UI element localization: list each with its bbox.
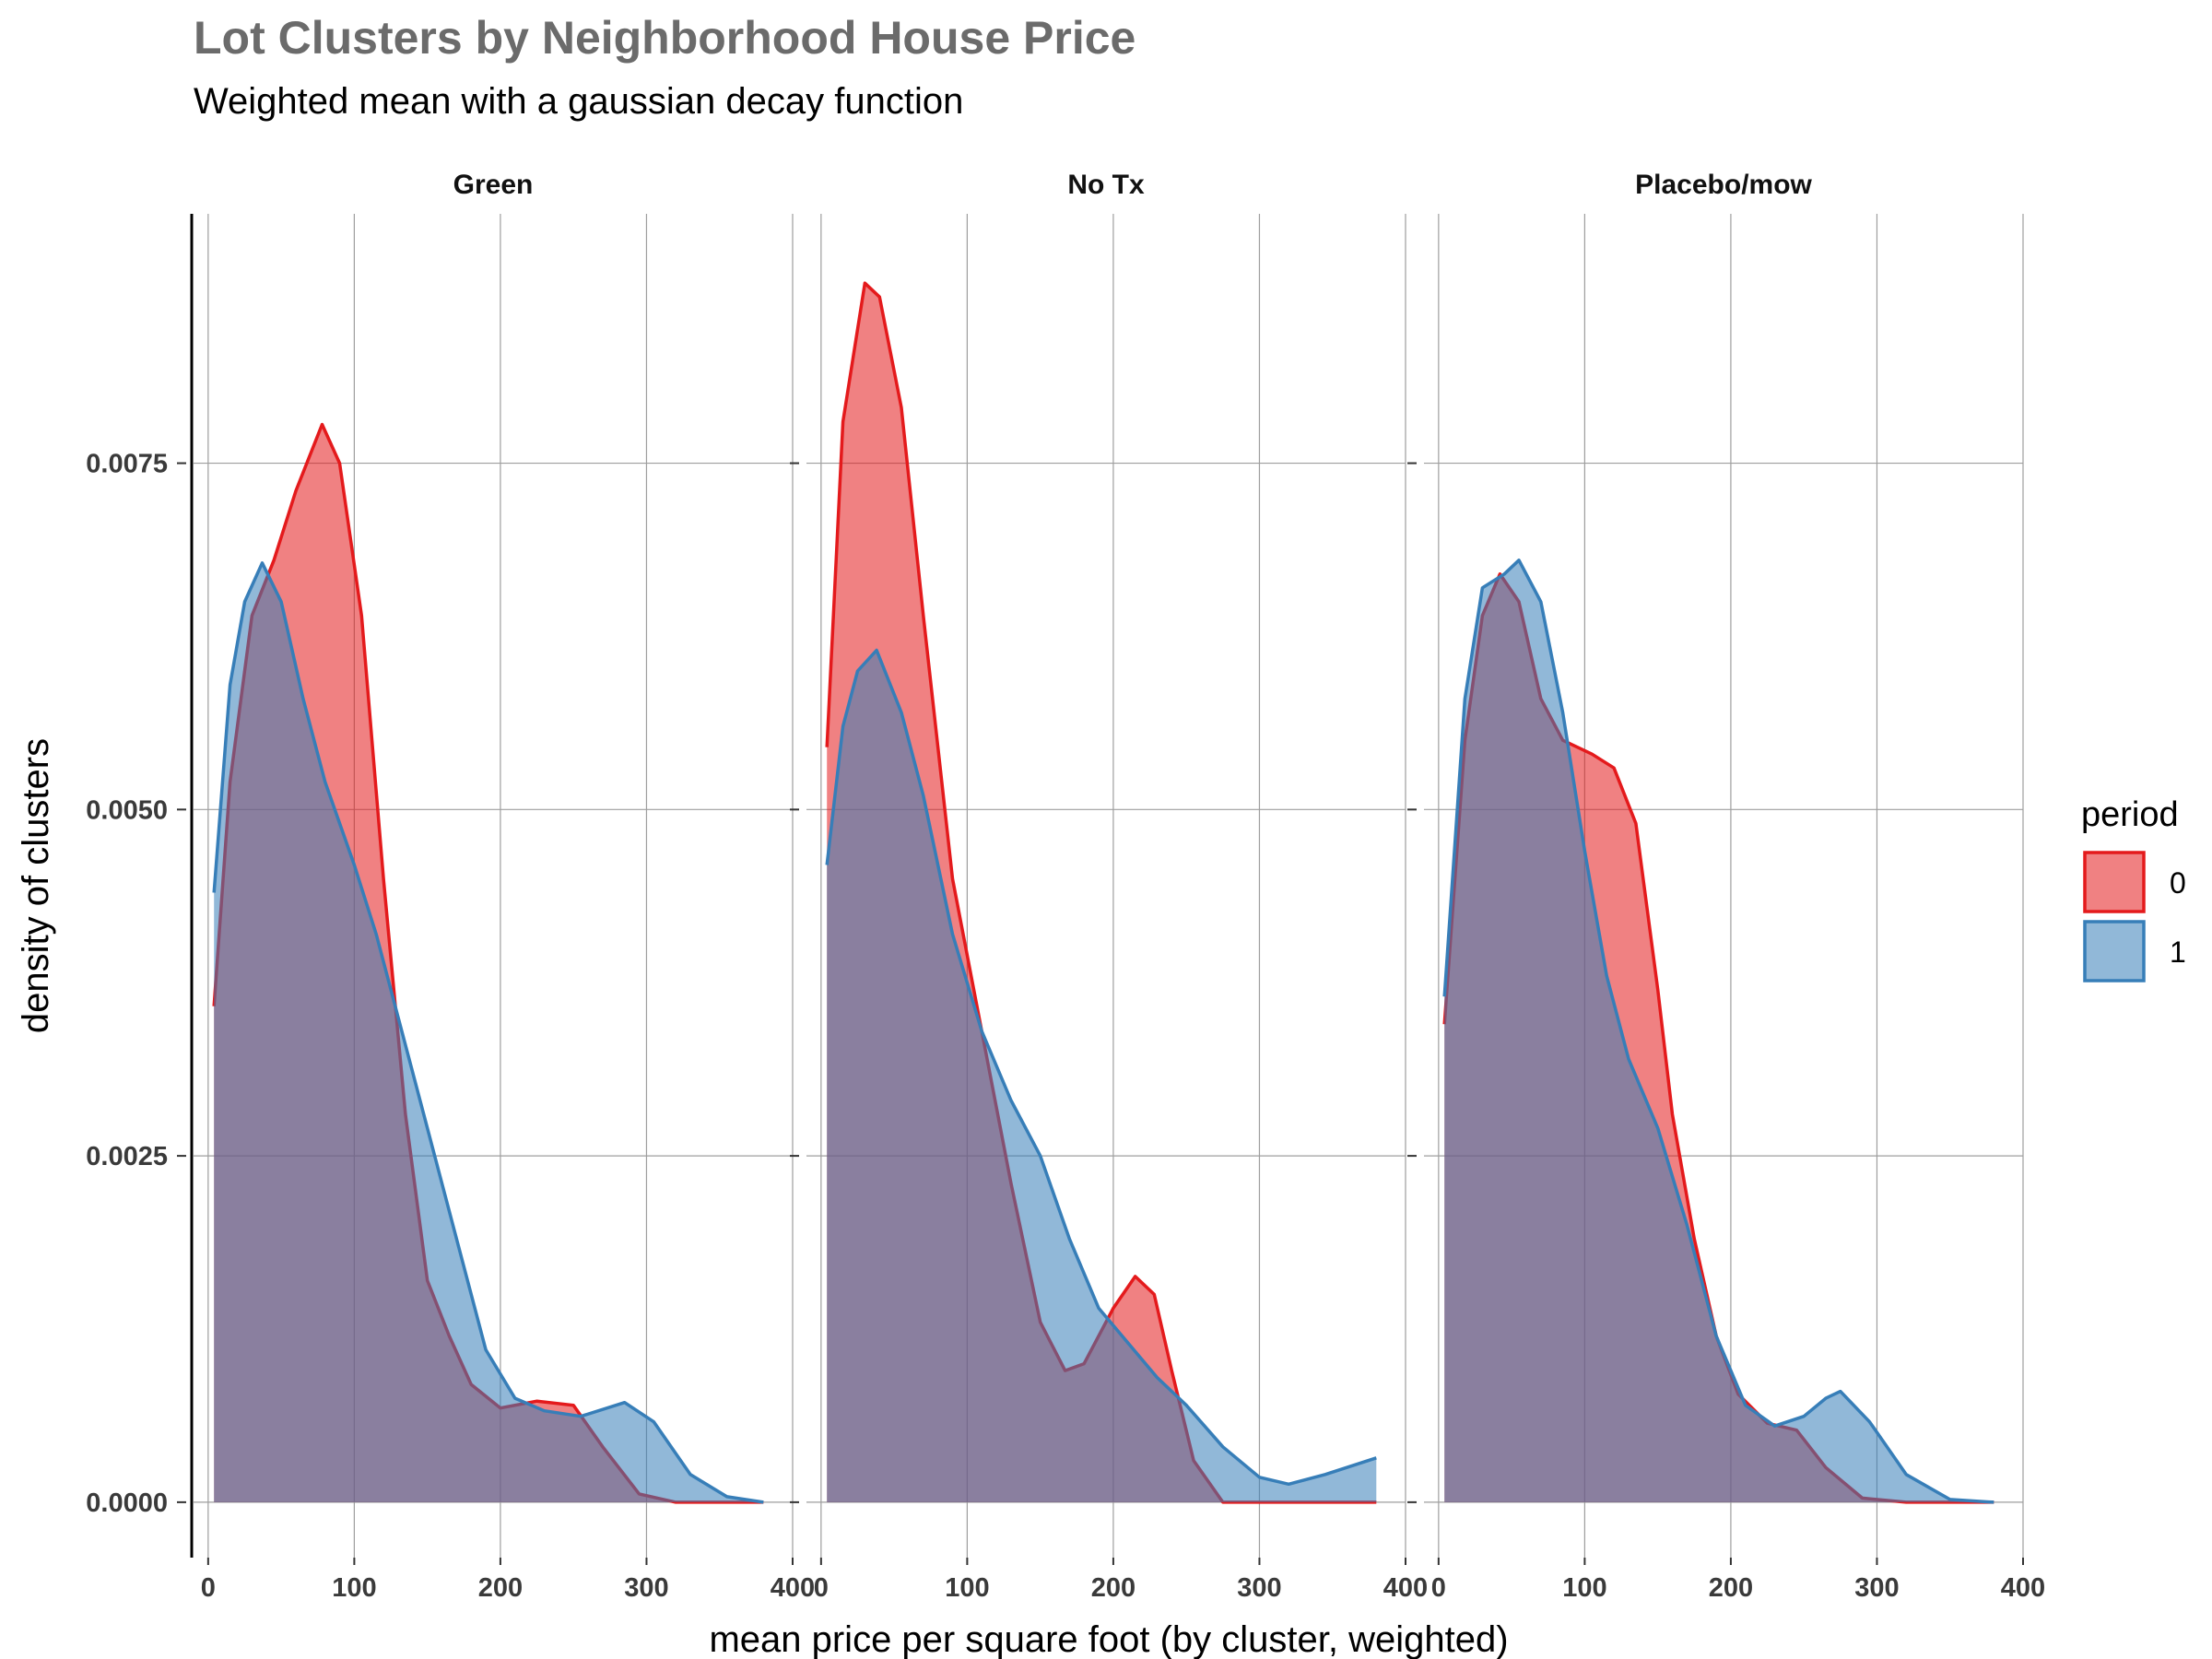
x-tick-label: 300: [624, 1573, 668, 1603]
x-tick-label: 0: [814, 1573, 829, 1603]
legend-title: period: [2081, 795, 2179, 834]
facet-title: Placebo/mow: [1635, 170, 1812, 200]
x-tick-label: 200: [478, 1573, 523, 1603]
chart-title: Lot Clusters by Neighborhood House Price: [194, 12, 1136, 64]
legend-key-period-1: [2083, 920, 2146, 982]
x-tick-label: 100: [945, 1573, 989, 1603]
y-axis-title: density of clusters: [16, 738, 56, 1033]
y-tick-label: 0.0050: [86, 795, 168, 825]
y-tick-label: 0.0000: [86, 1488, 168, 1518]
density-area-period-1: [214, 562, 764, 1502]
x-tick-label: 400: [771, 1573, 815, 1603]
legend-label-period-1: 1: [2170, 935, 2186, 969]
density-line-period-1: [1442, 559, 1994, 1504]
legend-key-period-0: [2083, 851, 2146, 913]
y-tick-label: 0.0025: [86, 1142, 168, 1171]
x-tick-label: 100: [1562, 1573, 1606, 1603]
y-tick-label: 0.0075: [86, 450, 168, 479]
facet-panel-1: No Tx 0 100 200 300 400: [790, 170, 1428, 1603]
x-tick-label: 200: [1091, 1573, 1135, 1603]
x-tick-label: 300: [1237, 1573, 1281, 1603]
x-tick-label: 200: [1709, 1573, 1753, 1603]
x-tick-label: 0: [1431, 1573, 1446, 1603]
density-area-period-1: [827, 650, 1377, 1502]
x-tick-label: 400: [1383, 1573, 1428, 1603]
x-tick-label: 300: [1854, 1573, 1899, 1603]
x-tick-label: 0: [201, 1573, 216, 1603]
chart-subtitle: Weighted mean with a gaussian decay func…: [194, 81, 964, 122]
facet-title: Green: [453, 170, 534, 200]
facet-panel-2: Placebo/mow 0 100 200 300 400: [1407, 170, 2045, 1603]
facet-title: No Tx: [1067, 170, 1145, 200]
x-tick-label: 400: [2001, 1573, 2045, 1603]
density-area-period-1: [1444, 559, 1994, 1502]
facet-panel-0: Green 0 100 200 300 400: [177, 170, 815, 1603]
density-line-period-1: [212, 561, 764, 1504]
x-tick-label: 100: [332, 1573, 376, 1603]
density-line-period-1: [825, 648, 1377, 1487]
x-axis-title: mean price per square foot (by cluster, …: [709, 1619, 1508, 1659]
legend-label-period-0: 0: [2170, 866, 2186, 900]
